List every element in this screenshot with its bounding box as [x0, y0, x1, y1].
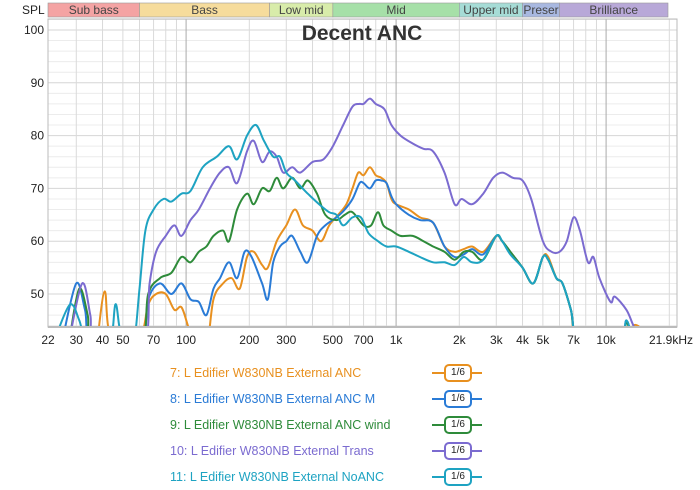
legend-label: 9: L Edifier W830NB External ANC wind [170, 418, 391, 432]
smoothing-value: 1/6 [444, 390, 472, 408]
x-tick-label: 22 [41, 333, 55, 347]
smoothing-value: 1/6 [444, 442, 472, 460]
svg-text:Low mid: Low mid [279, 3, 324, 17]
x-axis-ticks: 22 30 40 50 70 100 200 300 500 700 1k 2k 3k 4k 5k 7k 10k… [41, 333, 693, 347]
smoothing-badge[interactable]: 1/6 [432, 442, 482, 460]
band-mid: Mid [332, 2, 460, 18]
legend-item[interactable]: 11: L Edifier W830NB External NoANC 1/6 [170, 464, 482, 490]
smoothing-badge[interactable]: 1/6 [432, 468, 482, 486]
smoothing-value: 1/6 [444, 364, 472, 382]
svg-text:Mid: Mid [386, 3, 405, 17]
y-axis-label: SPL [22, 3, 45, 17]
series-curve [70, 176, 630, 327]
smoothing-badge[interactable]: 1/6 [432, 364, 482, 382]
y-tick-label: 90 [31, 76, 45, 90]
band-low-mid: Low mid [269, 2, 334, 18]
series-curve [58, 123, 631, 327]
frequency-bands: Sub bass Bass Low mid Mid Upper mid Preser Bri… [47, 2, 669, 18]
band-upper-mid: Upper mid [459, 2, 523, 18]
legend-item[interactable]: 7: L Edifier W830NB External ANC 1/6 [170, 360, 482, 386]
x-tick-label: 10k [596, 333, 616, 347]
x-tick-label: 3k [490, 333, 504, 347]
legend-item[interactable]: 8: L Edifier W830NB External ANC M 1/6 [170, 386, 482, 412]
plot-frame [47, 18, 678, 328]
smoothing-badge[interactable]: 1/6 [432, 416, 482, 434]
y-tick-label: 60 [31, 234, 45, 248]
x-tick-label: 40 [96, 333, 110, 347]
y-axis-ticks: 100 90 80 70 60 50 [24, 23, 44, 301]
smoothing-value: 1/6 [444, 416, 472, 434]
svg-text:Upper mid: Upper mid [463, 3, 518, 17]
y-tick-label: 80 [31, 129, 45, 143]
band-brilliance: Brilliance [559, 2, 669, 18]
legend-item[interactable]: 9: L Edifier W830NB External ANC wind 1/… [170, 412, 482, 438]
series-curve [70, 97, 636, 327]
x-tick-label: 200 [239, 333, 259, 347]
svg-text:Sub bass: Sub bass [69, 3, 119, 17]
x-tick-label: 100 [176, 333, 196, 347]
y-tick-label: 70 [31, 181, 45, 195]
legend: 7: L Edifier W830NB External ANC 1/6 8: … [170, 360, 482, 490]
legend-label: 10: L Edifier W830NB External Trans [170, 444, 374, 458]
x-tick-label: 500 [323, 333, 343, 347]
x-tick-label: 700 [354, 333, 374, 347]
svg-text:Brilliance: Brilliance [589, 3, 638, 17]
x-tick-label: 50 [116, 333, 130, 347]
smoothing-value: 1/6 [444, 468, 472, 486]
legend-label: 8: L Edifier W830NB External ANC M [170, 392, 376, 406]
chart-title: Decent ANC [302, 22, 423, 45]
x-tick-label: 7k [567, 333, 581, 347]
band-presence: Preser [522, 2, 560, 18]
x-tick-label: 5k [537, 333, 551, 347]
frequency-response-chart: SPL Sub bass Bass Low mid Mid Upper mid Prese… [22, 2, 693, 347]
x-tick-label: 21.9kHz [649, 333, 693, 347]
x-tick-label: 70 [147, 333, 161, 347]
x-tick-label: 300 [276, 333, 296, 347]
x-tick-label: 1k [390, 333, 404, 347]
y-tick-label: 100 [24, 23, 44, 37]
x-tick-label: 30 [70, 333, 84, 347]
x-tick-label: 2k [453, 333, 467, 347]
band-bass: Bass [139, 2, 270, 18]
legend-label: 11: L Edifier W830NB External NoANC [170, 470, 384, 484]
x-tick-label: 4k [516, 333, 530, 347]
band-sub-bass: Sub bass [47, 2, 140, 18]
response-curves [58, 97, 641, 327]
y-tick-label: 50 [31, 287, 45, 301]
svg-text:Bass: Bass [191, 3, 218, 17]
grid-lines [48, 18, 677, 327]
legend-label: 7: L Edifier W830NB External ANC [170, 366, 362, 380]
smoothing-badge[interactable]: 1/6 [432, 390, 482, 408]
legend-item[interactable]: 10: L Edifier W830NB External Trans 1/6 [170, 438, 482, 464]
svg-text:Preser: Preser [523, 3, 558, 17]
